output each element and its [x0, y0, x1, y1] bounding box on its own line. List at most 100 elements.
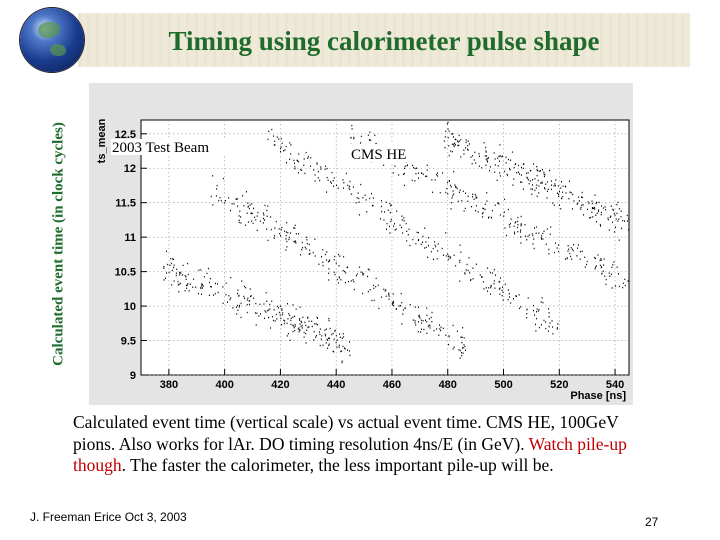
data-point: [451, 150, 453, 153]
data-point: [343, 336, 345, 338]
data-point: [343, 187, 345, 189]
data-point: [545, 183, 547, 185]
data-point: [425, 241, 427, 243]
data-point: [569, 252, 571, 255]
data-point: [483, 142, 485, 144]
data-point: [178, 291, 180, 293]
data-point: [265, 311, 267, 313]
data-point: [497, 165, 499, 167]
data-point: [453, 145, 455, 148]
data-point: [499, 214, 501, 216]
data-point: [403, 220, 405, 222]
data-point: [467, 148, 469, 151]
data-point: [434, 241, 436, 243]
data-point: [352, 279, 354, 281]
data-point: [482, 216, 484, 218]
data-point: [316, 316, 318, 319]
data-point: [535, 232, 537, 234]
data-point: [515, 295, 517, 297]
data-point: [515, 163, 517, 165]
data-point: [484, 203, 486, 206]
data-point: [549, 169, 551, 172]
x-tick-label: 440: [327, 379, 345, 391]
data-point: [267, 309, 269, 312]
data-point: [567, 244, 569, 247]
data-point: [286, 240, 288, 243]
data-point: [338, 344, 340, 347]
data-point: [542, 232, 544, 235]
data-point: [306, 242, 308, 245]
data-point: [337, 187, 339, 189]
data-point: [536, 317, 538, 320]
data-point: [269, 308, 271, 310]
data-point: [489, 169, 491, 172]
data-point: [522, 188, 524, 190]
data-point: [486, 159, 488, 162]
data-point: [423, 328, 425, 331]
data-point: [591, 202, 593, 205]
data-point: [501, 155, 503, 157]
data-point: [591, 211, 593, 213]
data-point: [494, 204, 496, 206]
data-point: [327, 179, 329, 182]
data-point: [532, 184, 534, 186]
data-point: [518, 164, 520, 167]
data-point: [317, 177, 319, 179]
data-point: [543, 173, 545, 175]
data-point: [460, 139, 462, 141]
data-point: [256, 229, 258, 231]
data-point: [251, 212, 253, 215]
data-point: [290, 323, 292, 326]
data-point: [289, 158, 291, 160]
data-point: [278, 228, 280, 230]
side-axis-label-text: Calculated event time (in clock cycles): [50, 122, 67, 366]
data-point: [294, 241, 296, 243]
data-point: [567, 250, 569, 252]
data-point: [349, 185, 351, 187]
data-point: [295, 233, 297, 235]
data-point: [558, 193, 560, 195]
data-point: [461, 200, 463, 202]
data-point: [527, 177, 529, 179]
data-point: [295, 242, 297, 244]
data-point: [616, 212, 618, 215]
data-point: [541, 169, 543, 171]
data-point: [538, 170, 540, 172]
data-point: [506, 173, 508, 176]
data-point: [457, 200, 459, 203]
data-point: [616, 203, 618, 206]
data-point: [362, 274, 364, 276]
data-point: [386, 222, 388, 225]
data-point: [483, 288, 485, 290]
data-point: [531, 233, 533, 235]
data-point: [294, 168, 296, 170]
data-point: [329, 327, 331, 330]
data-point: [425, 246, 427, 249]
data-point: [462, 327, 464, 329]
data-point: [383, 288, 385, 291]
data-point: [249, 300, 251, 302]
data-point: [555, 179, 557, 181]
data-point: [244, 285, 246, 288]
data-point: [263, 317, 265, 320]
data-point: [322, 264, 324, 267]
data-point: [453, 170, 455, 173]
data-point: [299, 306, 301, 308]
data-point: [264, 219, 266, 221]
data-point: [515, 295, 517, 297]
data-point: [418, 315, 420, 317]
data-point: [216, 188, 218, 190]
data-point: [285, 145, 287, 148]
data-point: [301, 327, 303, 329]
data-point: [501, 289, 503, 292]
caption-part1: Calculated event time (vertical scale) v…: [73, 412, 619, 454]
data-point: [281, 314, 283, 316]
data-point: [541, 181, 543, 183]
data-point: [246, 299, 248, 301]
data-point: [535, 226, 537, 228]
data-point: [571, 248, 573, 250]
data-point: [292, 316, 294, 318]
axis-ticks: 380 400 420 440 460 480 500 520 540 9 9.5 10 10.5 11 1…: [115, 129, 625, 391]
data-point: [418, 306, 420, 308]
data-point: [460, 336, 462, 338]
